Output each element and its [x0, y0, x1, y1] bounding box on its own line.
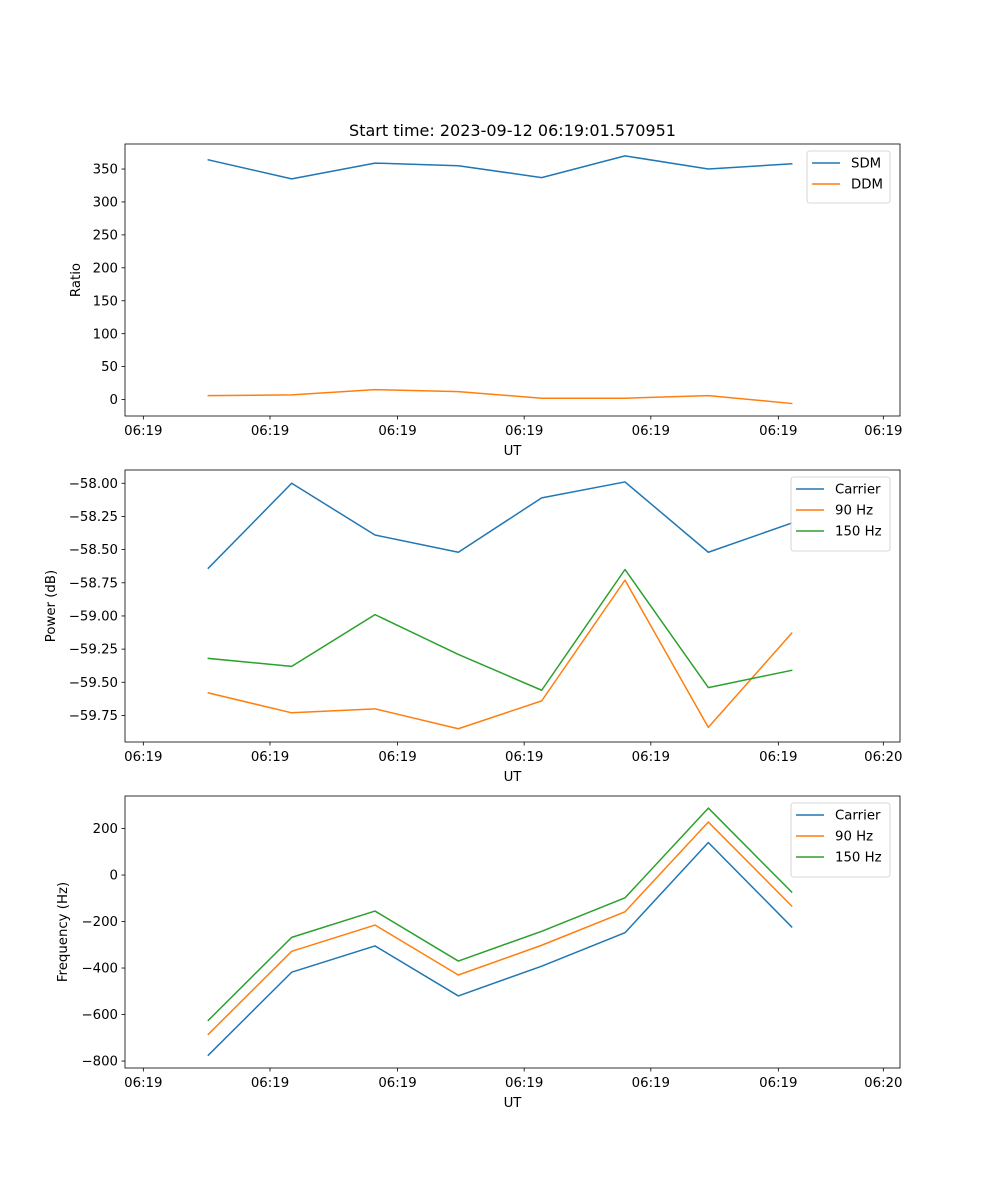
- x-tick-label: 06:19: [124, 1076, 162, 1091]
- axes-frame: [124, 143, 901, 417]
- legend-box: [806, 150, 891, 204]
- x-tick-label: 06:19: [759, 424, 797, 439]
- x-axis-label: UT: [504, 444, 523, 459]
- series-line-150-hz: [207, 568, 793, 691]
- x-tick-label: 06:19: [632, 1076, 670, 1091]
- legend-label: DDM: [851, 178, 883, 193]
- legend: Carrier 90 Hz 150 Hz: [790, 802, 891, 878]
- y-axis-label: Ratio: [69, 263, 84, 297]
- legend-box: [790, 476, 891, 552]
- chart-panel-3: 06:19 06:19 06:19 06:19 06:19 06:19 06:20 200 0 −…: [56, 795, 902, 1111]
- y-tick-label: −400: [81, 962, 118, 977]
- y-tick-label: 200: [93, 822, 118, 837]
- x-tick-label: 06:19: [505, 1076, 543, 1091]
- series-line-90-hz: [207, 821, 793, 1036]
- series-line-sdm: [207, 155, 793, 180]
- legend-label: 90 Hz: [835, 830, 873, 845]
- x-tick-label: 06:19: [124, 750, 162, 765]
- x-axis-label: UT: [504, 770, 523, 785]
- legend-label: SDM: [851, 157, 881, 172]
- x-tick-label: 06:19: [251, 750, 289, 765]
- y-tick-label: −59.50: [69, 676, 118, 691]
- y-tick-label: 50: [101, 360, 118, 375]
- y-tick-label: 0: [110, 869, 118, 884]
- y-axis-label: Power (dB): [44, 570, 59, 642]
- x-tick-label: 06:20: [864, 1076, 902, 1091]
- x-tick-label: 06:20: [864, 750, 902, 765]
- series-line-150-hz: [207, 807, 793, 1022]
- x-tick-label: 06:19: [251, 424, 289, 439]
- figure-title: Start time: 2023-09-12 06:19:01.570951: [349, 121, 676, 140]
- y-axis-label: Frequency (Hz): [56, 882, 71, 982]
- y-tick-label: 250: [93, 228, 118, 243]
- panels: 06:19 06:19 06:19 06:19 06:19 06:19 06:19 0 50 10…: [44, 143, 902, 1111]
- y-tick-label: −58.75: [69, 576, 118, 591]
- legend: Carrier 90 Hz 150 Hz: [790, 476, 891, 552]
- y-tick-label: −59.25: [69, 643, 118, 658]
- y-tick-label: 200: [93, 261, 118, 276]
- legend-label: Carrier: [835, 483, 881, 498]
- y-tick-label: 100: [93, 327, 118, 342]
- y-tick-label: −58.25: [69, 510, 118, 525]
- x-tick-label: 06:19: [378, 1076, 416, 1091]
- x-tick-label: 06:19: [632, 424, 670, 439]
- y-tick-label: −59.00: [69, 610, 118, 625]
- x-tick-label: 06:19: [759, 1076, 797, 1091]
- y-tick-label: −200: [81, 915, 118, 930]
- y-tick-label: −800: [81, 1055, 118, 1070]
- y-tick-label: 350: [93, 163, 118, 178]
- y-tick-label: 150: [93, 294, 118, 309]
- legend: SDM DDM: [806, 150, 891, 204]
- axes-frame: [124, 469, 901, 743]
- legend-label: 90 Hz: [835, 504, 873, 519]
- chart-panel-2: 06:19 06:19 06:19 06:19 06:19 06:19 06:20 −58.0…: [44, 469, 902, 785]
- x-tick-label: 06:19: [864, 424, 902, 439]
- y-tick-label: −58.00: [69, 477, 118, 492]
- y-tick-label: −600: [81, 1008, 118, 1023]
- legend-label: 150 Hz: [835, 851, 882, 866]
- x-tick-label: 06:19: [251, 1076, 289, 1091]
- x-tick-label: 06:19: [505, 750, 543, 765]
- series-line-carrier: [207, 481, 793, 570]
- x-tick-label: 06:19: [378, 424, 416, 439]
- series-line-ddm: [207, 388, 793, 405]
- legend-box: [790, 802, 891, 878]
- chart-panel-1: 06:19 06:19 06:19 06:19 06:19 06:19 06:19 0 50 10…: [69, 143, 902, 459]
- y-tick-label: 300: [93, 196, 118, 211]
- legend-label: Carrier: [835, 809, 881, 824]
- x-tick-label: 06:19: [124, 424, 162, 439]
- series-line-90-hz: [207, 579, 793, 730]
- axes-frame: [124, 795, 901, 1069]
- x-axis-label: UT: [504, 1096, 523, 1111]
- x-tick-label: 06:19: [378, 750, 416, 765]
- x-tick-label: 06:19: [632, 750, 670, 765]
- y-tick-label: 0: [110, 393, 118, 408]
- y-tick-label: −58.50: [69, 543, 118, 558]
- legend-label: 150 Hz: [835, 525, 882, 540]
- series-line-carrier: [207, 841, 793, 1057]
- y-tick-label: −59.75: [69, 709, 118, 724]
- x-tick-label: 06:19: [505, 424, 543, 439]
- x-tick-label: 06:19: [759, 750, 797, 765]
